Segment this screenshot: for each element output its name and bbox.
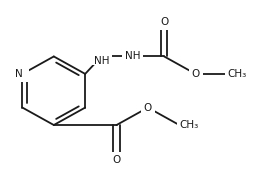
Text: CH₃: CH₃ bbox=[179, 120, 199, 130]
Text: N: N bbox=[15, 69, 22, 79]
Text: O: O bbox=[113, 155, 121, 165]
Text: O: O bbox=[160, 17, 168, 27]
Text: O: O bbox=[192, 69, 200, 79]
FancyBboxPatch shape bbox=[91, 48, 112, 65]
Text: NH: NH bbox=[125, 51, 140, 61]
FancyBboxPatch shape bbox=[109, 152, 123, 168]
Text: O: O bbox=[144, 103, 152, 113]
FancyBboxPatch shape bbox=[122, 47, 143, 66]
FancyBboxPatch shape bbox=[15, 66, 29, 82]
FancyBboxPatch shape bbox=[157, 14, 171, 30]
FancyBboxPatch shape bbox=[225, 67, 229, 81]
FancyBboxPatch shape bbox=[188, 66, 202, 82]
FancyBboxPatch shape bbox=[177, 118, 182, 132]
Text: NH: NH bbox=[94, 56, 109, 66]
Text: CH₃: CH₃ bbox=[227, 69, 246, 79]
FancyBboxPatch shape bbox=[141, 100, 155, 116]
